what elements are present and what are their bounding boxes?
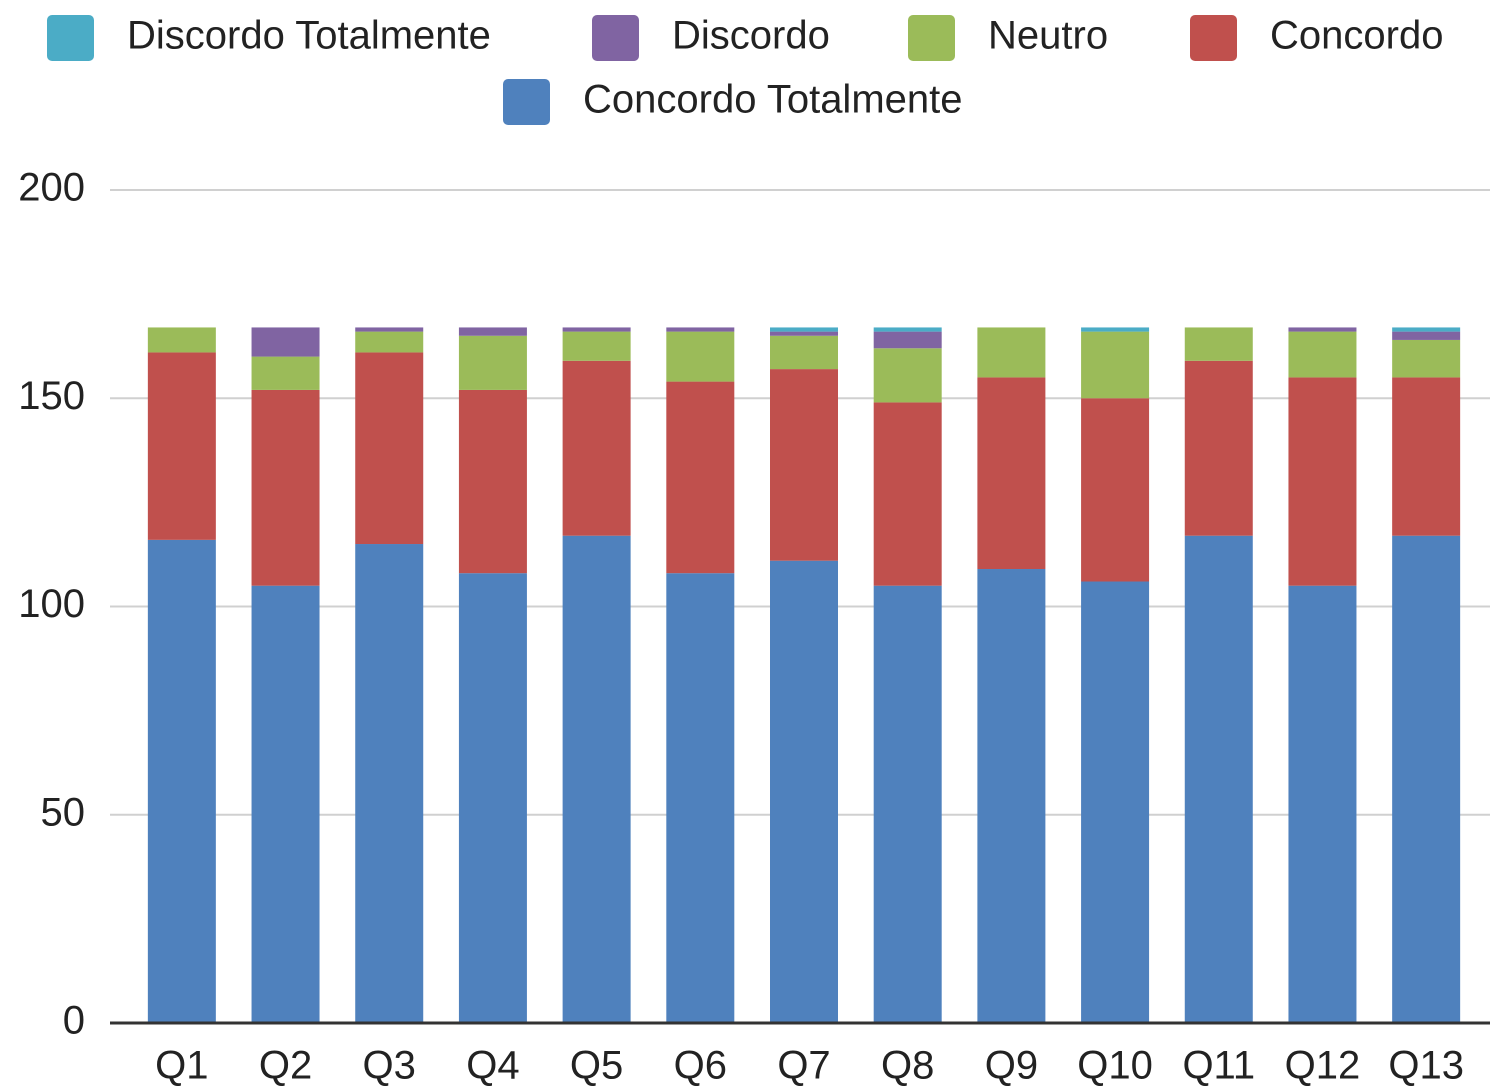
legend-swatch [503,79,550,125]
bar-segment [147,352,216,540]
bar-segment [1184,360,1253,536]
bar-segment [977,327,1046,378]
bar-segment [1081,327,1150,332]
bar-segment [355,352,424,545]
y-tick-label: 100 [18,582,85,626]
bar-segment [977,377,1046,570]
bar-segment [873,402,942,586]
x-tick-label: Q5 [570,1044,623,1088]
bar-segment [770,335,838,370]
x-tick-label: Q9 [985,1044,1038,1088]
legend-label: Concordo Totalmente [583,78,963,122]
y-tick-label: 200 [18,166,85,210]
bar-segment [770,369,838,561]
bar-segment [251,356,320,390]
bar-segment [873,348,942,403]
bar-segment [1392,535,1461,1023]
bar-segment [770,327,838,332]
bar-segment [1288,377,1357,586]
bar-segment [1081,398,1150,582]
bar-segment [355,544,424,1023]
x-tick-label: Q4 [466,1044,519,1088]
bar-segment [1081,331,1150,399]
bar-segment [770,560,838,1023]
x-tick-label: Q7 [777,1044,830,1088]
legend-swatch [1190,15,1237,61]
bar-segment [666,331,735,382]
bar-segment [666,381,735,574]
bar-segment [355,331,424,353]
x-tick-label: Q11 [1182,1044,1255,1088]
bar-segment [770,331,838,336]
bar-segment [1288,585,1357,1023]
bar-segment [1288,327,1357,332]
bar-segment [251,389,320,586]
x-tick-label: Q13 [1388,1044,1464,1088]
bar-segment [1184,327,1253,361]
bar-segment [251,327,320,357]
bar-segment [1392,327,1461,332]
legend-swatch [592,15,639,61]
legend-swatch [908,15,955,61]
y-tick-label: 0 [63,999,85,1043]
bar-segment [458,389,527,574]
legend-swatch [47,15,94,61]
x-tick-label: Q8 [881,1044,934,1088]
bar-segment [1392,331,1461,340]
bar-segment [873,331,942,349]
bar-segment [1184,535,1253,1023]
x-tick-label: Q3 [363,1044,416,1088]
bar-segment [147,327,216,353]
x-tick-label: Q10 [1077,1044,1153,1088]
x-tick-label: Q6 [674,1044,727,1088]
bar-segment [873,327,942,332]
legend-label: Discordo [672,14,830,58]
x-tick-label: Q2 [259,1044,312,1088]
bar-segment [562,535,631,1023]
bar-segment [458,335,527,390]
bar-segment [1081,581,1150,1023]
bar-segment [1392,339,1461,378]
bar-segment [873,585,942,1023]
bar-segment [562,331,631,361]
x-tick-label: Q12 [1285,1044,1361,1088]
bar-segment [251,585,320,1023]
bar-segment [666,573,735,1023]
bar-segment [562,327,631,332]
y-tick-label: 50 [41,790,86,834]
bar-segment [1392,377,1461,536]
legend-label: Concordo [1270,14,1443,58]
y-tick-label: 150 [18,374,85,418]
bar-segment [458,573,527,1023]
legend-label: Discordo Totalmente [127,14,491,58]
x-tick-label: Q1 [155,1044,208,1088]
bar-segment [1288,331,1357,378]
bar-segment [977,569,1046,1023]
bar-segment [562,360,631,536]
bar-segment [666,327,735,332]
bar-segment [458,327,527,336]
bar-segment [355,327,424,332]
bar-segment [147,539,216,1023]
legend-label: Neutro [988,14,1108,58]
